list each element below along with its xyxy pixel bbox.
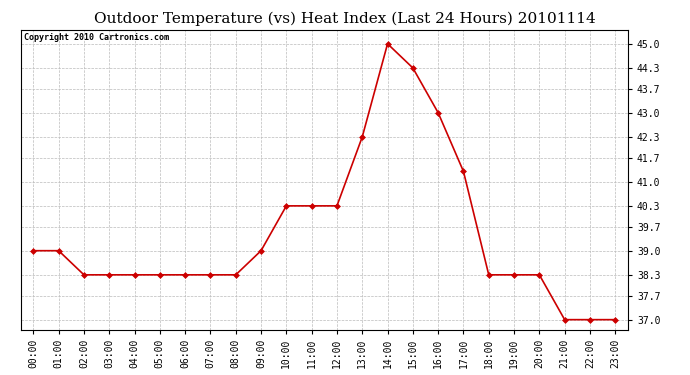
Text: Outdoor Temperature (vs) Heat Index (Last 24 Hours) 20101114: Outdoor Temperature (vs) Heat Index (Las… bbox=[94, 11, 596, 26]
Text: Copyright 2010 Cartronics.com: Copyright 2010 Cartronics.com bbox=[23, 33, 169, 42]
